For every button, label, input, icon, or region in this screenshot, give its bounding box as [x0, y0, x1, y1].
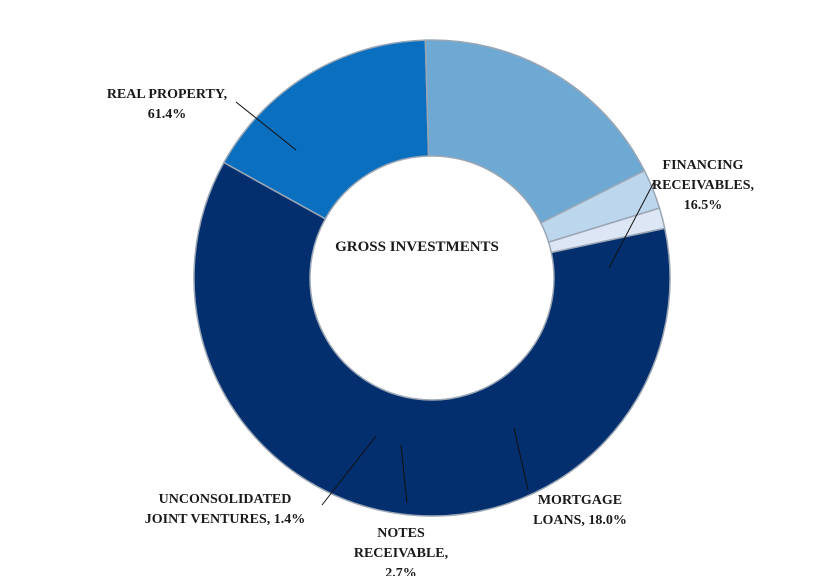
slice-labels: FINANCING RECEIVABLES, 16.5% MORTGAGE LOANS,…	[107, 87, 754, 576]
label-unconsolidated-joint-ventures: UNCONSOLIDATED JOINT VENTURES, 1.4%	[145, 492, 306, 527]
label-line: NOTES	[377, 526, 425, 541]
label-notes-receivable: NOTES RECEIVABLE, 2.7%	[354, 526, 448, 576]
label-line: JOINT VENTURES, 1.4%	[145, 512, 306, 527]
label-real-property: REAL PROPERTY, 61.4%	[107, 87, 227, 122]
label-line: FINANCING	[663, 158, 744, 173]
label-line: LOANS, 18.0%	[533, 513, 627, 528]
label-line: REAL PROPERTY,	[107, 87, 227, 102]
slice-real-property	[193, 161, 671, 517]
label-line: RECEIVABLES,	[652, 178, 754, 193]
leader-line-notes-receivable	[400, 444, 408, 504]
leader-line-real-property	[235, 101, 297, 151]
label-line: RECEIVABLE,	[354, 546, 448, 561]
label-financing-receivables: FINANCING RECEIVABLES, 16.5%	[652, 158, 754, 213]
leader-line-unconsolidated-joint-ventures	[321, 435, 377, 506]
label-line: UNCONSOLIDATED	[159, 492, 292, 507]
label-line: 61.4%	[148, 107, 187, 122]
center-title: GROSS INVESTMENTS	[335, 239, 499, 255]
label-line: 2.7%	[385, 566, 417, 576]
label-leader-lines	[235, 101, 655, 506]
slice-financing-receivables	[222, 39, 430, 220]
slice-mortgage-loans	[424, 39, 646, 225]
label-line: 16.5%	[684, 198, 723, 213]
label-line: MORTGAGE	[538, 493, 622, 508]
label-mortgage-loans: MORTGAGE LOANS, 18.0%	[533, 493, 627, 528]
leader-line-mortgage-loans	[513, 427, 529, 491]
donut-slices	[193, 39, 671, 517]
leader-line-financing-receivables	[608, 181, 655, 269]
